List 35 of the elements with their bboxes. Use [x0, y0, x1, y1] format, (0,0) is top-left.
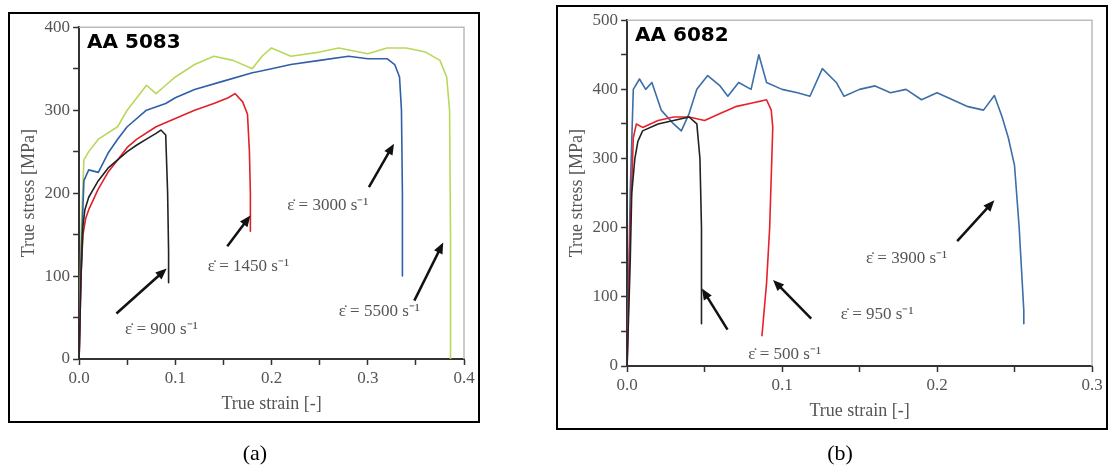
y-tick-label: 0 — [609, 355, 619, 375]
chart-title: AA 5083 — [87, 29, 181, 54]
annotation: ε̇ = 900 s⁻¹ — [125, 318, 198, 338]
chart-title: AA 6082 — [635, 22, 729, 47]
y-tick-label: 500 — [592, 9, 619, 29]
y-axis-title: True stress [MPa] — [17, 128, 38, 258]
y-tick-label: 300 — [44, 99, 71, 119]
annotation: ε̇ = 5500 s⁻¹ — [338, 300, 420, 320]
x-tick-label: 0.0 — [616, 374, 638, 394]
annotation: ε̇ = 3900 s⁻¹ — [865, 248, 948, 268]
y-tick-label: 200 — [44, 182, 71, 202]
x-tick-label: 0.4 — [453, 367, 476, 387]
annotation: ε̇ = 3000 s⁻¹ — [287, 194, 369, 214]
x-tick-label: 0.1 — [164, 367, 186, 387]
annotation: ε̇ = 1450 s⁻¹ — [207, 255, 290, 275]
x-tick-label: 0.1 — [771, 374, 793, 394]
y-axis-title: True stress [MPa] — [565, 128, 586, 258]
x-axis-title: True strain [-] — [221, 392, 322, 413]
y-tick-label: 400 — [592, 78, 619, 98]
x-tick-label: 0.2 — [260, 367, 283, 387]
y-tick-label: 200 — [592, 217, 619, 237]
annotation: ε̇ = 500 s⁻¹ — [748, 344, 822, 364]
y-tick-label: 100 — [44, 265, 71, 285]
annotation: ε̇ = 950 s⁻¹ — [840, 303, 914, 323]
y-tick-label: 100 — [592, 286, 619, 306]
x-tick-label: 0.3 — [1081, 374, 1103, 394]
y-tick-label: 0 — [61, 348, 71, 368]
text: (a) — [241, 440, 269, 466]
x-tick-label: 0.2 — [926, 374, 948, 394]
y-tick-label: 300 — [592, 147, 619, 167]
x-tick-label: 0.0 — [68, 367, 90, 387]
text: (b) — [826, 440, 854, 466]
x-tick-label: 0.3 — [357, 367, 379, 387]
y-tick-label: 400 — [44, 16, 71, 36]
x-axis-title: True strain [-] — [809, 399, 910, 420]
